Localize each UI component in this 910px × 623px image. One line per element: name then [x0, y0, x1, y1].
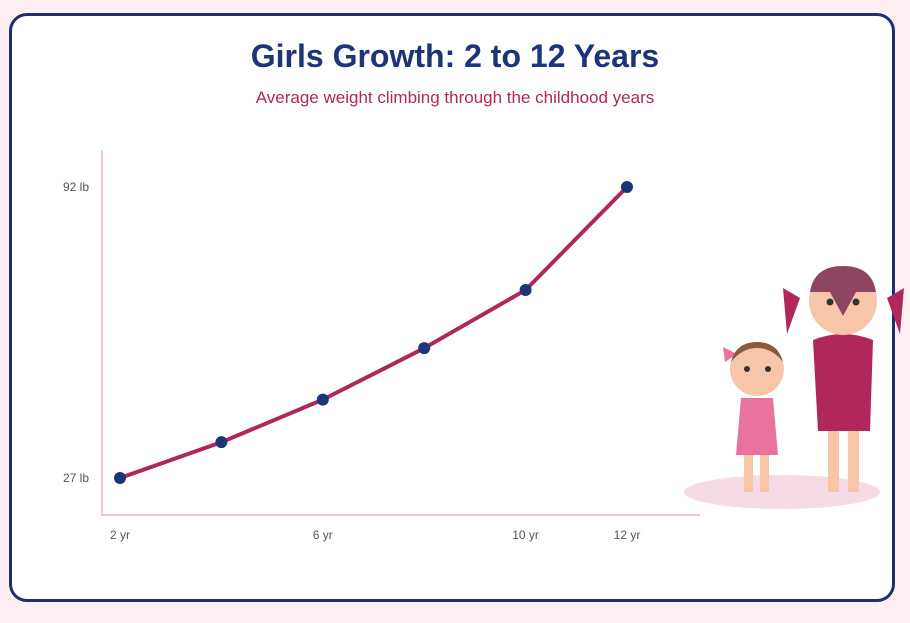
- younger-girl-illustration: [723, 342, 784, 492]
- x-tick-label: 12 yr: [614, 528, 641, 542]
- x-tick-label: 6 yr: [313, 528, 333, 542]
- series-line: [118, 185, 629, 480]
- y-tick-label: 92 lb: [63, 180, 89, 194]
- girls-illustration: [684, 266, 904, 509]
- x-tick-labels: 2 yr 6 yr 10 yr 12 yr: [110, 528, 640, 542]
- y-tick-labels: 27 lb 92 lb: [63, 180, 89, 485]
- axes: [101, 150, 700, 516]
- data-point-4: [215, 436, 228, 449]
- chart-subtitle: Average weight climbing through the chil…: [255, 88, 655, 107]
- y-tick-label: 27 lb: [63, 471, 89, 485]
- data-points: [114, 181, 633, 484]
- right-pigtail-icon: [887, 288, 904, 334]
- older-girl-illustration: [783, 266, 904, 492]
- x-tick-label: 2 yr: [110, 528, 130, 542]
- hair-bow-icon: [723, 347, 737, 362]
- data-point-6: [316, 393, 329, 406]
- data-point-8: [418, 342, 431, 355]
- left-pigtail-icon: [783, 288, 800, 334]
- data-point-10: [519, 283, 532, 296]
- data-point-2: [114, 472, 126, 484]
- data-point-12: [621, 181, 633, 193]
- chart-title: Girls Growth: 2 to 12 Years: [250, 38, 660, 74]
- x-tick-label: 10 yr: [512, 528, 539, 542]
